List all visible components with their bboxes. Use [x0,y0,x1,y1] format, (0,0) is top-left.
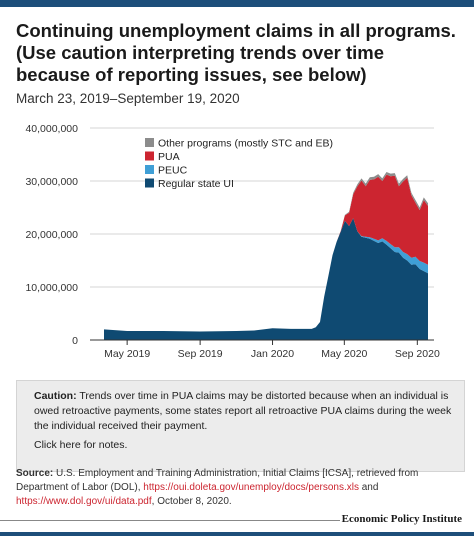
notes-link[interactable]: Click here for notes. [34,439,128,451]
chart-subtitle: March 23, 2019–September 19, 2020 [16,91,240,106]
source-link-persons-xls[interactable]: https://oui.doleta.gov/unemploy/docs/per… [143,482,359,493]
x-tick-label-2: Jan 2020 [251,348,294,360]
source-link-data-pdf[interactable]: https://www.dol.gov/ui/data.pdf [16,496,152,507]
area-series-2 [104,174,428,332]
y-tick-label-2: 20,000,000 [25,229,78,241]
x-tick-label-3: May 2020 [321,348,367,360]
x-tick-label-0: May 2019 [104,348,150,360]
caution-text: Trends over time in PUA claims may be di… [34,390,452,432]
chart-title: Continuing unemployment claims in all pr… [16,20,456,85]
y-tick-label-3: 30,000,000 [25,176,78,188]
brand-logo-text: Economic Policy Institute [341,513,462,525]
source-note: Source: U.S. Employment and Training Adm… [16,467,462,509]
x-axis: May 2019 Sep 2019 Jan 2020 May 2020 Sep 2020 [90,339,440,360]
source-label: Source: [16,468,54,479]
source-text-3: , October 8, 2020. [151,496,232,507]
bottom-accent-bar [0,532,474,536]
x-tick-label-4: Sep 2020 [395,348,440,360]
caution-label: Caution: [34,390,77,402]
source-text-2: and [361,482,379,493]
legend-label-3: Regular state UI [158,178,234,190]
legend-swatch-1 [145,151,154,161]
y-tick-label-1: 10,000,000 [25,282,78,294]
area-series-0 [104,218,428,340]
legend: Other programs (mostly STC and EB)PUA PEU… [145,138,333,190]
legend-label-0: Other programs (mostly STC and EB) [158,138,333,150]
caution-box: Caution: Trends over time in PUA claims … [16,380,465,472]
source-text-1: U.S. Employment and Training Administrat… [16,468,419,493]
y-axis-ticks: 0 10,000,000 20,000,000 30,000,000 40,000,00… [25,123,78,347]
stacked-areas [104,172,428,340]
x-tick-label-1: Sep 2019 [178,348,223,360]
y-tick-label-4: 40,000,000 [25,123,78,135]
top-accent-bar [0,0,474,7]
legend-label-1: PUA [158,151,180,163]
brand-divider [0,520,340,521]
y-tick-label-0: 0 [72,335,78,347]
legend-swatch-2 [145,165,154,174]
legend-swatch-0 [145,138,154,147]
legend-swatch-3 [145,178,154,188]
legend-label-2: PEUC [158,165,188,177]
area-chart: 0 10,000,000 20,000,000 30,000,000 40,000,00… [25,123,440,360]
